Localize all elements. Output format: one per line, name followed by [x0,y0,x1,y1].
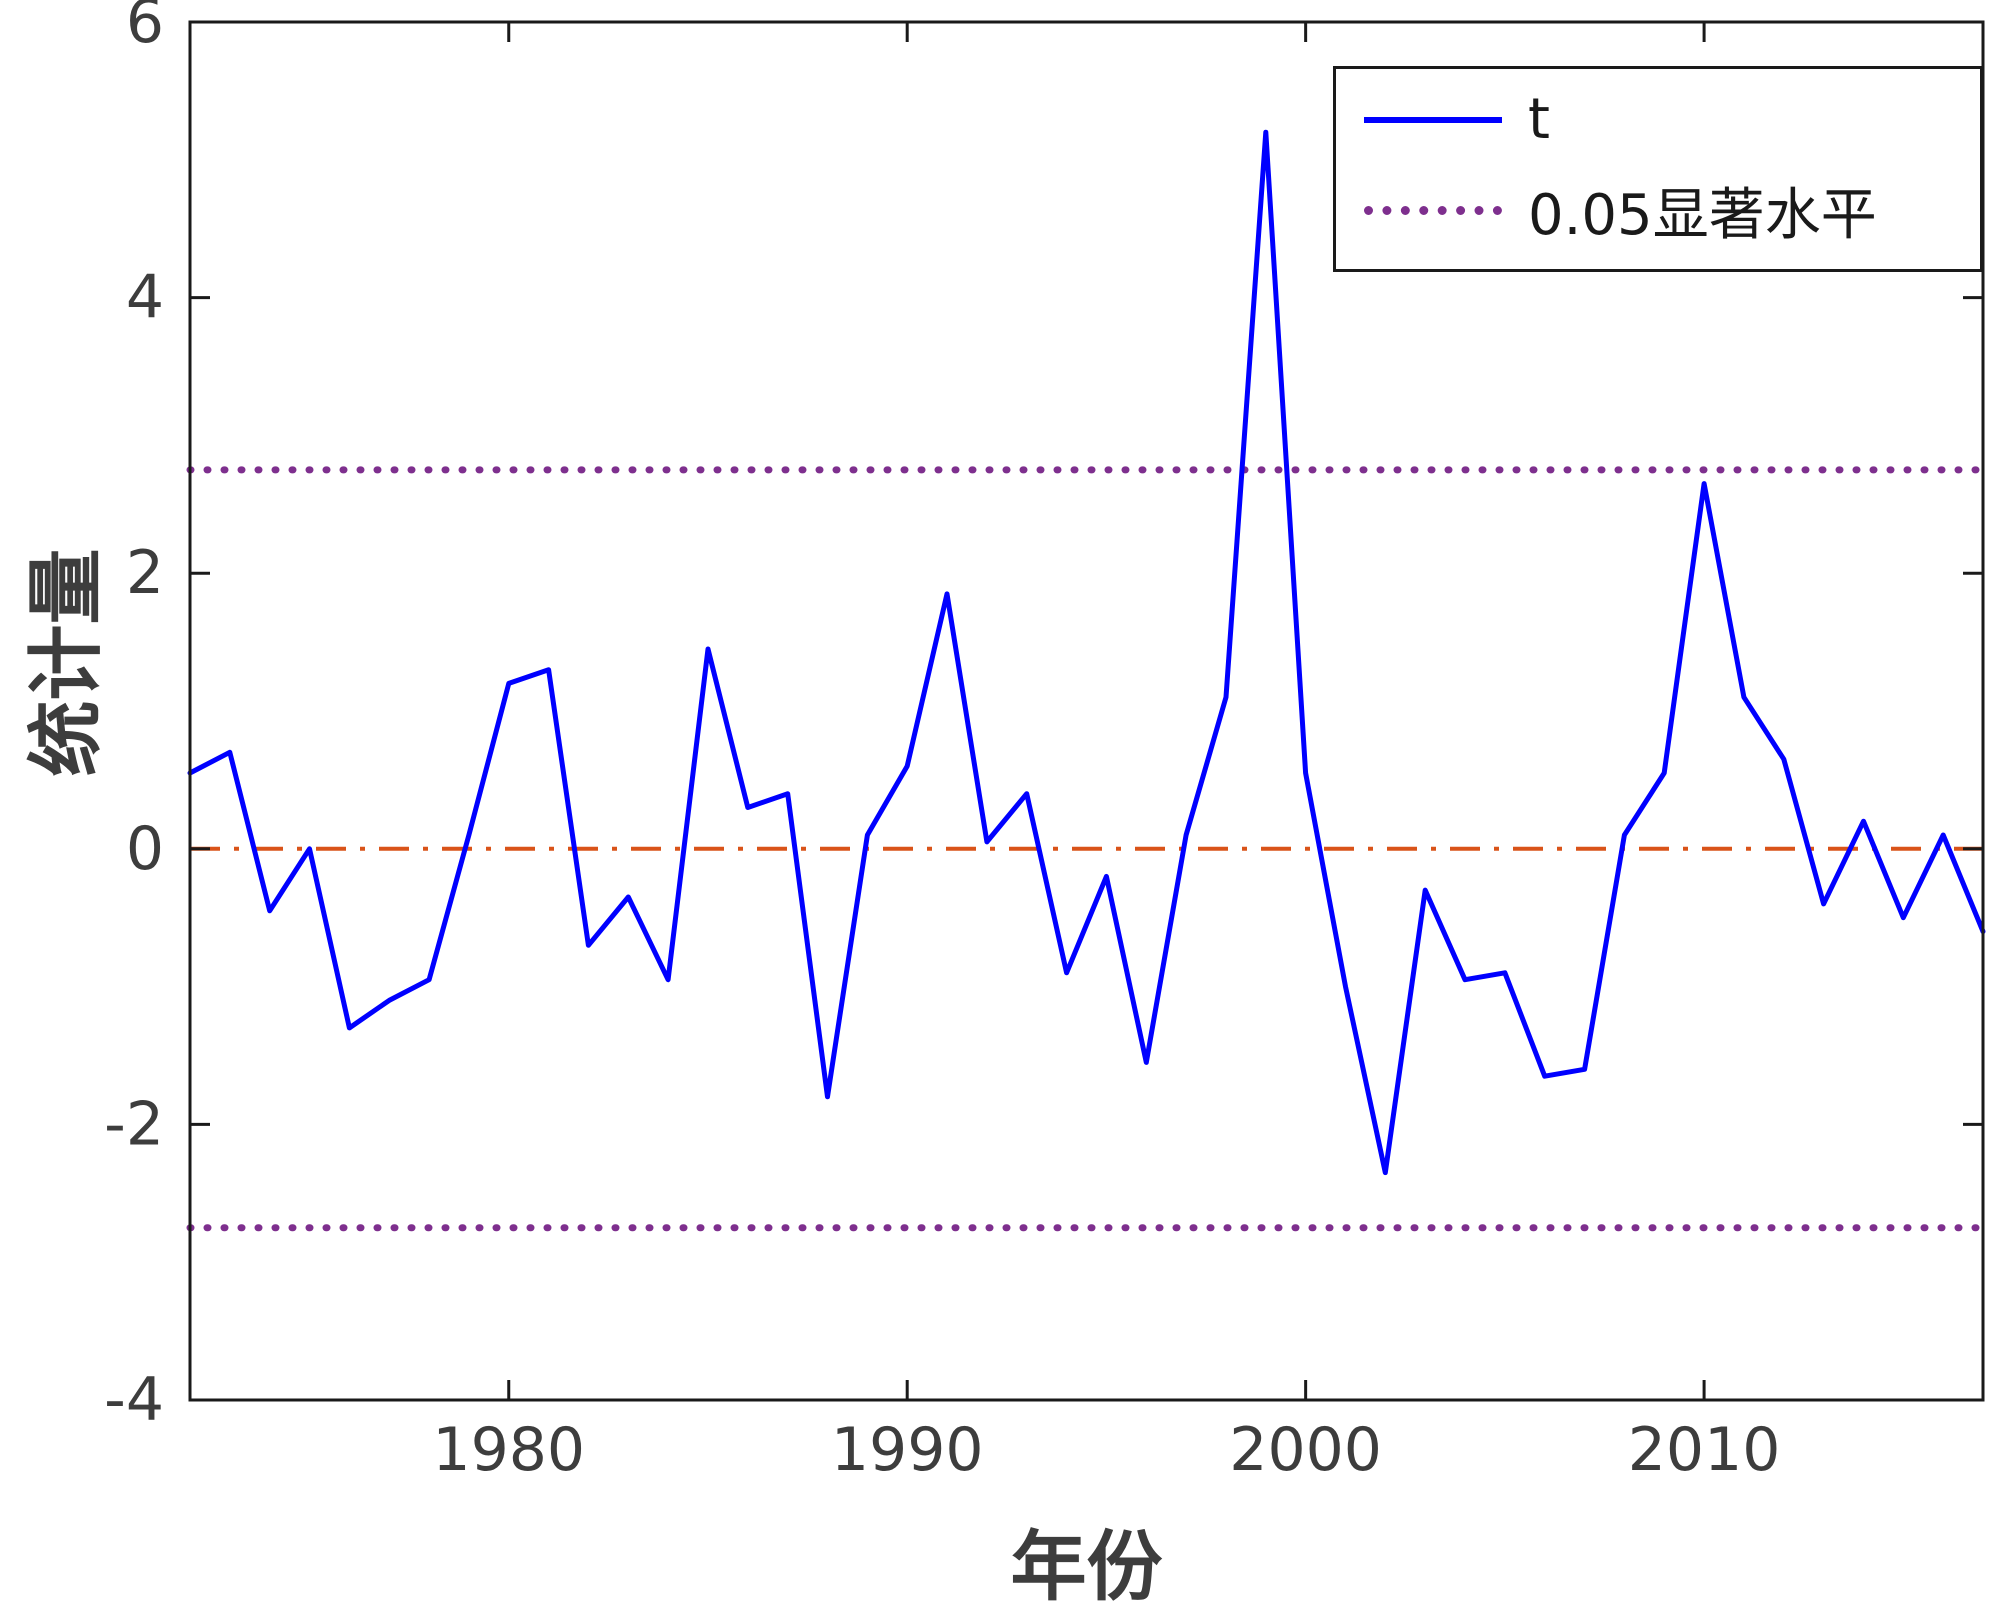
y-tick-label: 2 [126,538,164,608]
legend-item-t: t [1364,87,1980,152]
x-axis-label: 年份 [1010,1522,1163,1611]
x-tick-label: 2010 [1628,1415,1781,1485]
y-axis-label: 统计量 [21,548,111,777]
legend-label-significance: 0.05显著水平 [1528,183,1877,248]
legend-swatch-dotted-line [1364,206,1502,215]
x-tick-label: 2000 [1229,1415,1382,1485]
legend-label-t: t [1528,87,1550,152]
y-tick-label: -4 [104,1365,164,1435]
series-line-t [187,129,1986,1176]
y-tick-label: 0 [126,814,164,884]
y-tick-label: -2 [104,1089,164,1159]
x-tick-label: 1990 [831,1415,984,1485]
y-tick-label: 6 [126,0,164,57]
legend-item-significance: 0.05显著水平 [1364,170,1980,251]
y-tick-label: 4 [126,263,164,333]
legend-swatch-solid-line [1364,116,1502,123]
plot-border [188,20,1985,1402]
x-tick-label: 1980 [432,1415,585,1485]
legend: t 0.05显著水平 [1333,66,1983,272]
